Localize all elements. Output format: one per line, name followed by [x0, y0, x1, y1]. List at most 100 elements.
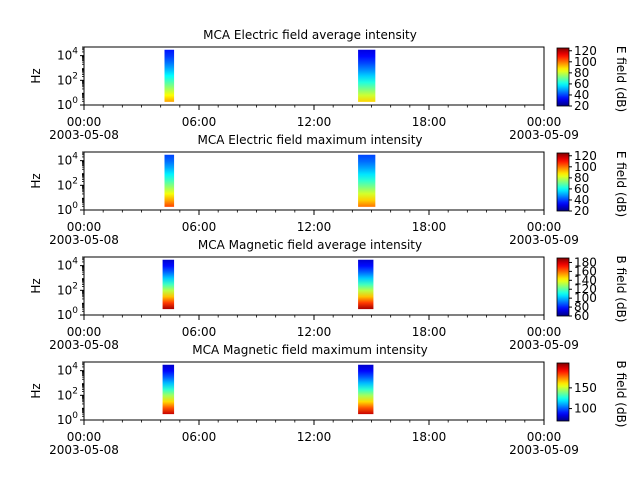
data-pass-1	[162, 259, 175, 310]
x-tick-label: 06:00	[182, 115, 217, 129]
x-date-label: 2003-05-09	[509, 338, 579, 352]
y-tick-base: 10	[57, 283, 72, 297]
x-tick-label: 00:00	[67, 220, 102, 234]
x-date-label: 2003-05-08	[49, 233, 119, 247]
colorbar-tick-label: 180	[574, 255, 597, 269]
colorbar-tick-label: 100	[574, 402, 597, 416]
panel-title: MCA Magnetic field average intensity	[198, 238, 422, 252]
y-tick-label: 102	[57, 281, 78, 297]
colorbar-tick-label: 100	[574, 160, 597, 174]
colorbar-tick-label: 20	[574, 99, 589, 113]
y-tick-label: 102	[57, 71, 78, 87]
colorbar-tick-label: 100	[574, 55, 597, 69]
y-tick-base: 10	[57, 73, 72, 87]
x-tick-label: 18:00	[412, 115, 447, 129]
x-tick-label: 00:00	[67, 325, 102, 339]
y-tick-base: 10	[57, 178, 72, 192]
colorbar-tick-label: 60	[574, 309, 589, 323]
x-tick-label: 00:00	[67, 430, 102, 444]
colorbar-tick-label: 150	[574, 381, 597, 395]
x-date-label: 2003-05-09	[509, 128, 579, 142]
y-tick-label: 100	[57, 96, 78, 112]
panel-title: MCA Electric field maximum intensity	[197, 133, 422, 147]
x-tick-label: 18:00	[412, 220, 447, 234]
y-tick-label: 104	[57, 257, 78, 273]
x-date-label: 2003-05-08	[49, 443, 119, 457]
x-tick-label: 18:00	[412, 325, 447, 339]
x-tick-label: 06:00	[182, 430, 217, 444]
y-tick-exponent: 4	[72, 362, 78, 372]
x-tick-label: 00:00	[67, 115, 102, 129]
y-tick-base: 10	[57, 259, 72, 273]
y-tick-base: 10	[57, 388, 72, 402]
x-date-label: 2003-05-09	[509, 233, 579, 247]
y-tick-exponent: 2	[72, 281, 78, 291]
x-tick-label: 00:00	[527, 115, 562, 129]
y-tick-exponent: 0	[72, 96, 78, 106]
y-axis-label: Hz	[29, 68, 43, 83]
x-date-label: 2003-05-09	[509, 443, 579, 457]
y-tick-exponent: 4	[72, 47, 78, 57]
colorbar-tick-label: 160	[574, 264, 597, 278]
y-tick-exponent: 2	[72, 386, 78, 396]
data-pass-2	[358, 364, 374, 415]
panel-title: MCA Magnetic field maximum intensity	[192, 343, 428, 357]
colorbar-tick-label: 40	[574, 193, 589, 207]
colorbar	[556, 47, 570, 107]
x-tick-label: 12:00	[297, 220, 332, 234]
y-tick-label: 102	[57, 176, 78, 192]
y-tick-exponent: 4	[72, 152, 78, 162]
y-tick-label: 100	[57, 201, 78, 217]
y-tick-exponent: 2	[72, 176, 78, 186]
x-tick-label: 06:00	[182, 325, 217, 339]
y-tick-exponent: 0	[72, 201, 78, 211]
y-tick-base: 10	[57, 364, 72, 378]
x-tick-label: 00:00	[527, 325, 562, 339]
x-date-label: 2003-05-08	[49, 128, 119, 142]
y-tick-base: 10	[57, 98, 72, 112]
panel-1: MCA Electric field average intensity Hz 10…	[29, 28, 628, 142]
panel-2: MCA Electric field maximum intensity Hz 10…	[29, 133, 628, 247]
axes-frame	[83, 151, 545, 211]
y-tick-base: 10	[57, 154, 72, 168]
y-tick-label: 100	[57, 411, 78, 427]
colorbar-label: E field (dB)	[614, 151, 628, 217]
data-pass-2	[358, 259, 374, 310]
data-pass-1	[164, 49, 175, 102]
colorbar-tick-label: 120	[574, 282, 597, 296]
colorbar-label: B field (dB)	[614, 256, 628, 323]
y-tick-label: 104	[57, 362, 78, 378]
axes-frame	[83, 256, 545, 316]
colorbar-tick-label: 20	[574, 204, 589, 218]
y-tick-exponent: 4	[72, 257, 78, 267]
panel-title: MCA Electric field average intensity	[203, 28, 417, 42]
colorbar	[556, 362, 570, 422]
y-tick-label: 102	[57, 386, 78, 402]
colorbar-label: E field (dB)	[614, 46, 628, 112]
axes-frame	[83, 46, 545, 106]
data-pass-1	[164, 154, 175, 207]
data-pass-2	[358, 49, 376, 102]
colorbar-tick-label: 120	[574, 149, 597, 163]
y-tick-base: 10	[57, 413, 72, 427]
colorbar-tick-label: 120	[574, 44, 597, 58]
colorbar-tick-label: 60	[574, 77, 589, 91]
y-tick-base: 10	[57, 308, 72, 322]
colorbar-tick-label: 40	[574, 88, 589, 102]
colorbar	[556, 257, 570, 317]
x-tick-label: 12:00	[297, 325, 332, 339]
x-tick-label: 06:00	[182, 220, 217, 234]
x-date-label: 2003-05-08	[49, 338, 119, 352]
y-tick-label: 104	[57, 47, 78, 63]
y-tick-label: 100	[57, 306, 78, 322]
colorbar-tick-label: 140	[574, 273, 597, 287]
y-tick-exponent: 2	[72, 71, 78, 81]
data-pass-2	[358, 154, 376, 207]
x-tick-label: 12:00	[297, 430, 332, 444]
panel-3: MCA Magnetic field average intensity Hz 10…	[29, 238, 628, 352]
axes-frame	[83, 361, 545, 421]
y-axis-label: Hz	[29, 173, 43, 188]
colorbar-tick-label: 80	[574, 171, 589, 185]
